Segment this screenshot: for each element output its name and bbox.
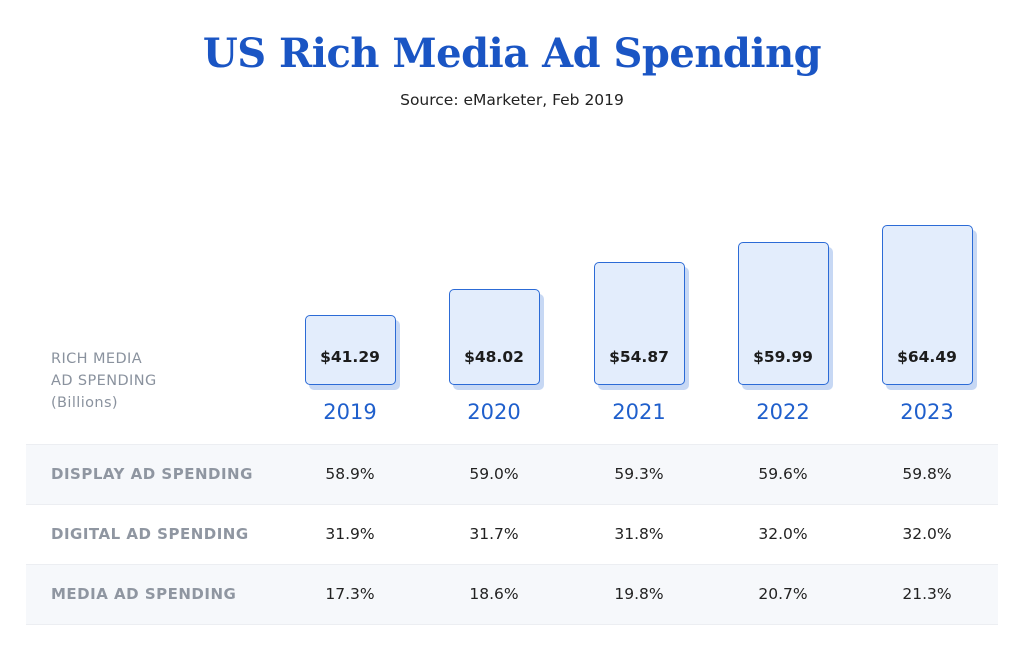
- table-cell: 59.0%: [469, 465, 519, 483]
- percent-table: DISPLAY AD SPENDING 58.9% 59.0% 59.3% 59.6% 5…: [26, 444, 998, 625]
- table-cell: 31.7%: [469, 525, 519, 543]
- year-label-2023: 2023: [900, 400, 954, 424]
- table-cell: 17.3%: [325, 585, 375, 603]
- table-row: MEDIA AD SPENDING 17.3% 18.6% 19.8% 20.7% 21.…: [26, 565, 998, 625]
- bar-value-label: $48.02: [464, 347, 524, 366]
- table-cell: 20.7%: [758, 585, 808, 603]
- bar-value-label: $64.49: [897, 347, 957, 366]
- bar-2021: $54.87: [593, 262, 685, 385]
- table-row-label: DIGITAL AD SPENDING: [51, 525, 249, 543]
- table-cell: 18.6%: [469, 585, 519, 603]
- table-cell: 31.9%: [325, 525, 375, 543]
- bar-2023: $64.49: [881, 224, 973, 385]
- year-label-2022: 2022: [756, 400, 810, 424]
- table-cell: 59.6%: [758, 465, 808, 483]
- bar-chart: $41.29 $48.02 $54.87 $59.99 $64.49: [304, 224, 973, 385]
- table-cell: 21.3%: [902, 585, 952, 603]
- table-row-label: MEDIA AD SPENDING: [51, 585, 237, 603]
- chart-title: US Rich Media Ad Spending: [202, 30, 822, 77]
- bar-value-label: $41.29: [320, 347, 380, 366]
- table-cell: 32.0%: [758, 525, 808, 543]
- table-cell: 31.8%: [614, 525, 664, 543]
- bar-value-label: $54.87: [609, 347, 669, 366]
- bar-row-label: RICH MEDIA AD SPENDING (Billions): [51, 351, 157, 411]
- table-cell: 59.8%: [902, 465, 952, 483]
- table-row: DIGITAL AD SPENDING 31.9% 31.7% 31.8% 32.0% 3…: [26, 505, 998, 565]
- table-cell: 59.3%: [614, 465, 664, 483]
- table-cell: 32.0%: [902, 525, 952, 543]
- bar-2019: $41.29: [304, 315, 396, 385]
- table-cell: 58.9%: [325, 465, 375, 483]
- table-row-label: DISPLAY AD SPENDING: [51, 465, 253, 483]
- year-label-2021: 2021: [612, 400, 666, 424]
- table-cell: 19.8%: [614, 585, 664, 603]
- chart-subtitle: Source: eMarketer, Feb 2019: [400, 91, 624, 109]
- bar-2022: $59.99: [737, 242, 829, 385]
- bar-value-label: $59.99: [753, 347, 813, 366]
- year-label-2020: 2020: [467, 400, 521, 424]
- bar-2020: $48.02: [448, 288, 540, 385]
- year-label-2019: 2019: [323, 400, 377, 424]
- table-row: DISPLAY AD SPENDING 58.9% 59.0% 59.3% 59.6% 5…: [26, 445, 998, 505]
